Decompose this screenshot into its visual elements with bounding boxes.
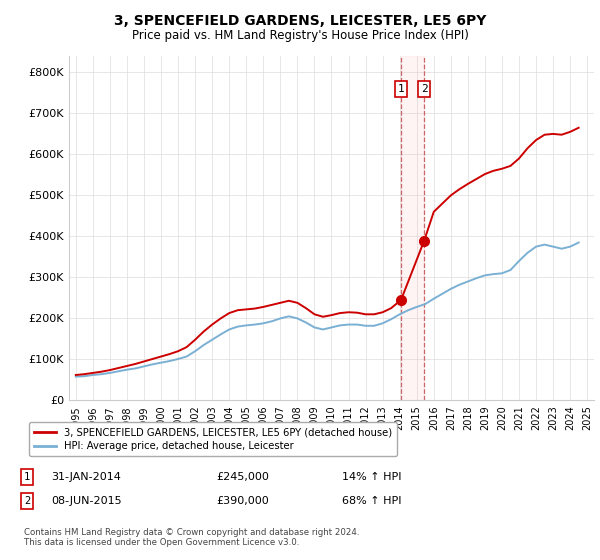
Text: £245,000: £245,000: [216, 472, 269, 482]
Text: 31-JAN-2014: 31-JAN-2014: [51, 472, 121, 482]
Text: 14% ↑ HPI: 14% ↑ HPI: [342, 472, 401, 482]
Text: 08-JUN-2015: 08-JUN-2015: [51, 496, 122, 506]
Text: 2: 2: [421, 84, 428, 94]
Text: 1: 1: [24, 472, 30, 482]
Text: Price paid vs. HM Land Registry's House Price Index (HPI): Price paid vs. HM Land Registry's House …: [131, 29, 469, 42]
Text: 2: 2: [24, 496, 30, 506]
Bar: [401, 56, 424, 400]
Legend: 3, SPENCEFIELD GARDENS, LEICESTER, LE5 6PY (detached house), HPI: Average price,: 3, SPENCEFIELD GARDENS, LEICESTER, LE5 6…: [29, 422, 397, 456]
Text: £390,000: £390,000: [216, 496, 269, 506]
Text: 68% ↑ HPI: 68% ↑ HPI: [342, 496, 401, 506]
Text: Contains HM Land Registry data © Crown copyright and database right 2024.
This d: Contains HM Land Registry data © Crown c…: [24, 528, 359, 547]
Text: 3, SPENCEFIELD GARDENS, LEICESTER, LE5 6PY: 3, SPENCEFIELD GARDENS, LEICESTER, LE5 6…: [114, 14, 486, 28]
Text: 1: 1: [398, 84, 404, 94]
